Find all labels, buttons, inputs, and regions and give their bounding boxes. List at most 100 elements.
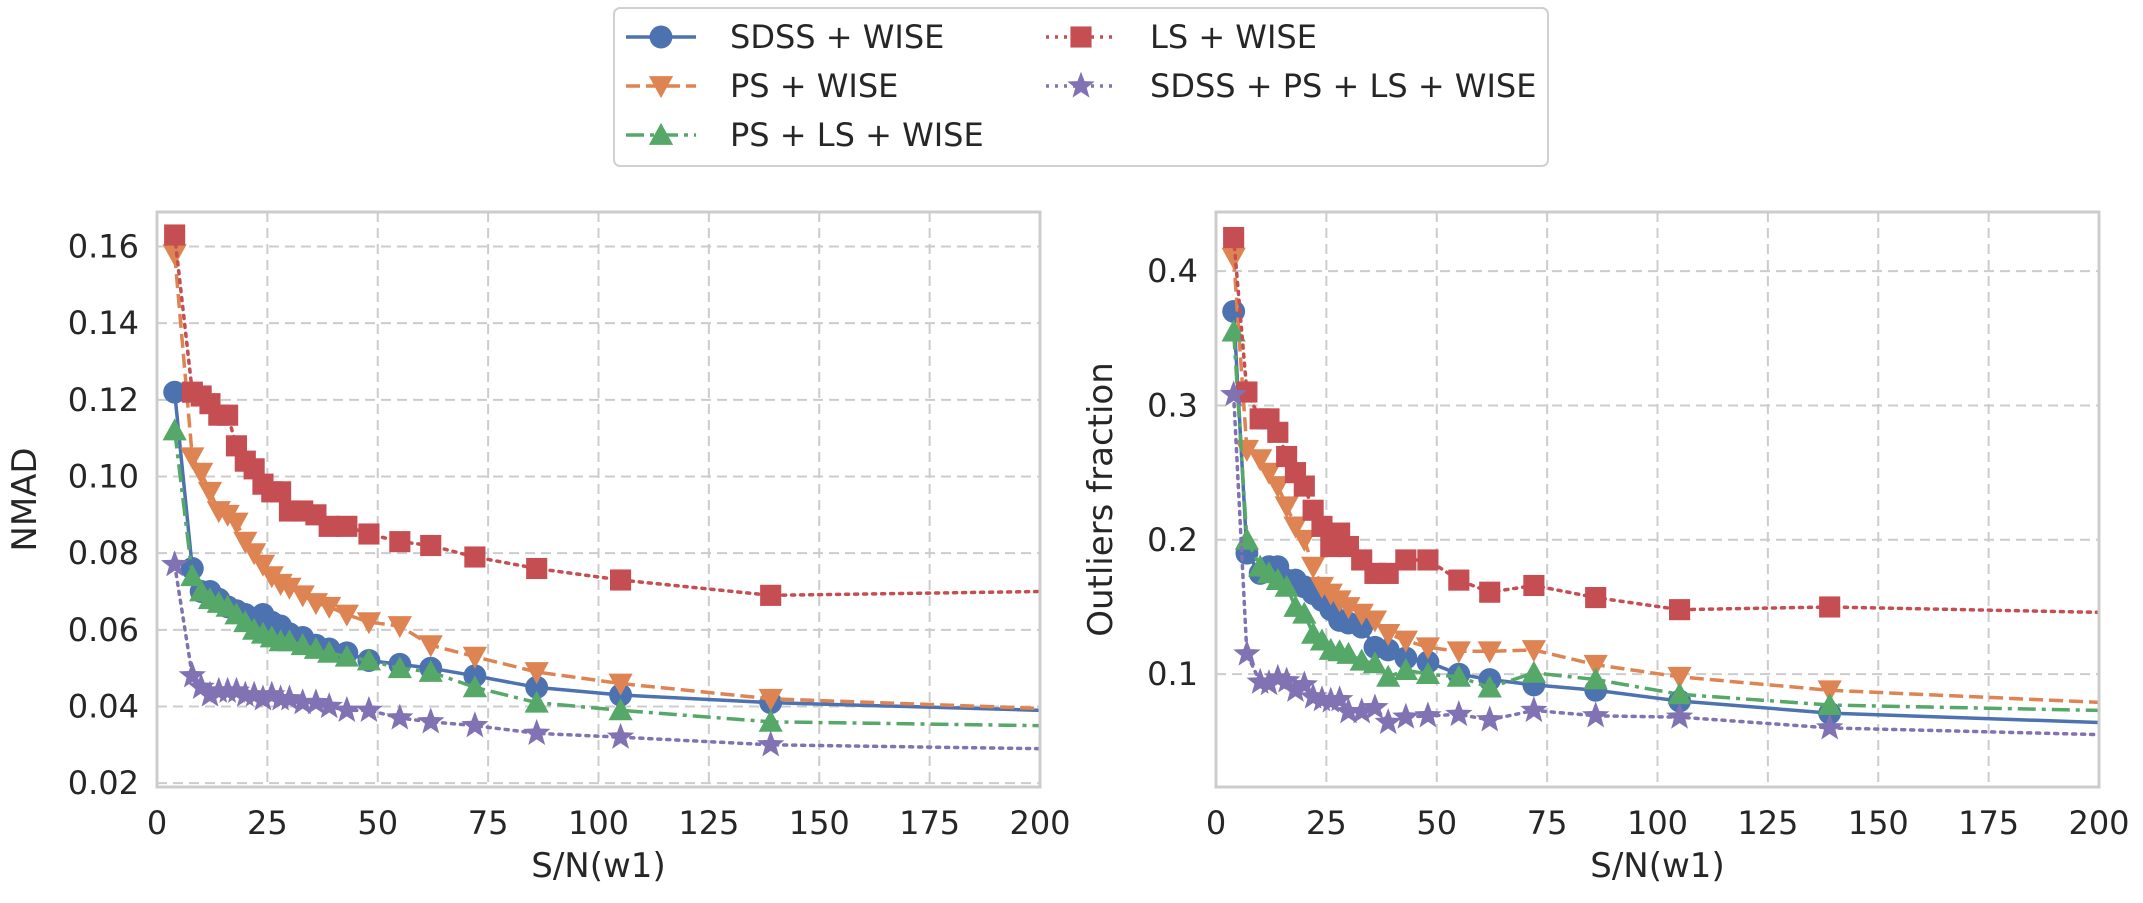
data-point xyxy=(1267,421,1289,443)
data-point xyxy=(758,688,783,711)
data-point xyxy=(1274,574,1299,597)
data-point xyxy=(317,640,342,663)
data-point xyxy=(334,644,359,667)
x-tick-label: 0 xyxy=(147,804,167,842)
data-point xyxy=(524,662,549,685)
data-point xyxy=(1393,658,1418,681)
data-point xyxy=(1417,549,1439,571)
data-point xyxy=(1521,660,1546,683)
y-tick-label: 0.14 xyxy=(68,304,139,342)
legend-marker xyxy=(649,25,673,49)
data-point xyxy=(1392,702,1420,729)
legend-label: PS + WISE xyxy=(730,67,898,105)
data-point xyxy=(1234,527,1260,550)
data-point xyxy=(1276,445,1298,468)
data-point xyxy=(386,703,414,730)
y-tick-label: 0.04 xyxy=(68,688,139,726)
data-point xyxy=(606,722,635,749)
plot-area xyxy=(157,212,1040,787)
data-point xyxy=(1445,700,1473,727)
data-point xyxy=(1448,569,1470,591)
data-point xyxy=(462,646,487,669)
data-point xyxy=(1817,692,1842,715)
data-point xyxy=(1667,682,1692,705)
x-tick-label: 200 xyxy=(1009,804,1070,842)
data-point xyxy=(1415,662,1441,685)
x-tick-label: 50 xyxy=(357,804,398,842)
plot-frame xyxy=(155,210,1042,789)
legend-item: SDSS + WISE xyxy=(626,18,944,56)
data-point xyxy=(1669,599,1691,621)
data-point xyxy=(334,604,359,627)
series-layer xyxy=(1219,226,2099,740)
data-point xyxy=(1223,226,1245,249)
data-point xyxy=(1667,666,1692,689)
legend-item: PS + LS + WISE xyxy=(626,116,984,154)
data-point xyxy=(1583,667,1608,690)
data-point xyxy=(1293,475,1315,497)
data-point xyxy=(1348,697,1376,724)
data-point xyxy=(1446,664,1471,687)
x-tick-label: 25 xyxy=(1306,804,1347,842)
y-tick-label: 0.08 xyxy=(68,534,139,572)
data-point xyxy=(1290,670,1318,697)
data-point xyxy=(258,680,286,707)
data-point xyxy=(1219,380,1248,407)
data-point xyxy=(1817,680,1842,703)
x-tick-label: 100 xyxy=(568,804,629,842)
data-point xyxy=(1292,601,1317,624)
legend-item: SDSS + PS + LS + WISE xyxy=(1046,67,1536,105)
x-tick-label: 75 xyxy=(1527,804,1568,842)
data-point xyxy=(358,523,380,545)
data-point xyxy=(250,554,276,577)
x-tick-label: 125 xyxy=(1737,804,1798,842)
y-tick-label: 0.10 xyxy=(68,458,139,496)
data-point xyxy=(1376,623,1401,646)
data-point xyxy=(1819,596,1841,618)
data-point xyxy=(1256,462,1282,485)
data-point xyxy=(277,577,302,600)
data-point xyxy=(461,711,489,738)
data-point xyxy=(526,557,548,580)
legend-marker xyxy=(1070,26,1092,48)
data-point xyxy=(1585,587,1607,609)
data-point xyxy=(760,584,782,606)
data-point xyxy=(318,515,340,537)
data-point xyxy=(387,616,412,639)
x-tick-label: 150 xyxy=(789,804,850,842)
data-point xyxy=(164,224,186,246)
data-point xyxy=(196,680,224,707)
data-point xyxy=(1362,651,1388,674)
data-point xyxy=(1395,549,1417,571)
data-point xyxy=(418,635,443,658)
data-point xyxy=(525,675,549,699)
data-point xyxy=(1376,638,1400,662)
data-point xyxy=(1393,630,1418,653)
x-tick-label: 75 xyxy=(468,804,509,842)
y-tick-label: 0.2 xyxy=(1147,521,1198,559)
y-axis-label: NMAD xyxy=(5,447,45,551)
data-point xyxy=(1349,603,1374,626)
data-point xyxy=(303,636,329,659)
data-point xyxy=(1665,702,1694,729)
data-point xyxy=(1477,675,1502,698)
data-point xyxy=(178,661,207,688)
data-point xyxy=(1361,693,1389,720)
data-point xyxy=(356,648,382,671)
data-point xyxy=(1265,476,1290,499)
data-point xyxy=(1301,556,1326,579)
legend-item: LS + WISE xyxy=(1046,18,1317,56)
data-point xyxy=(163,380,187,404)
data-point xyxy=(1334,697,1363,724)
data-point xyxy=(289,688,317,715)
plot-frame xyxy=(1214,210,2101,789)
data-point xyxy=(275,684,304,711)
data-point xyxy=(233,531,258,554)
data-point xyxy=(317,596,342,619)
data-point xyxy=(1376,664,1401,687)
data-point xyxy=(217,404,239,426)
data-point xyxy=(389,531,411,553)
data-point xyxy=(522,718,551,745)
x-tick-label: 200 xyxy=(2068,804,2129,842)
data-point xyxy=(315,692,343,719)
